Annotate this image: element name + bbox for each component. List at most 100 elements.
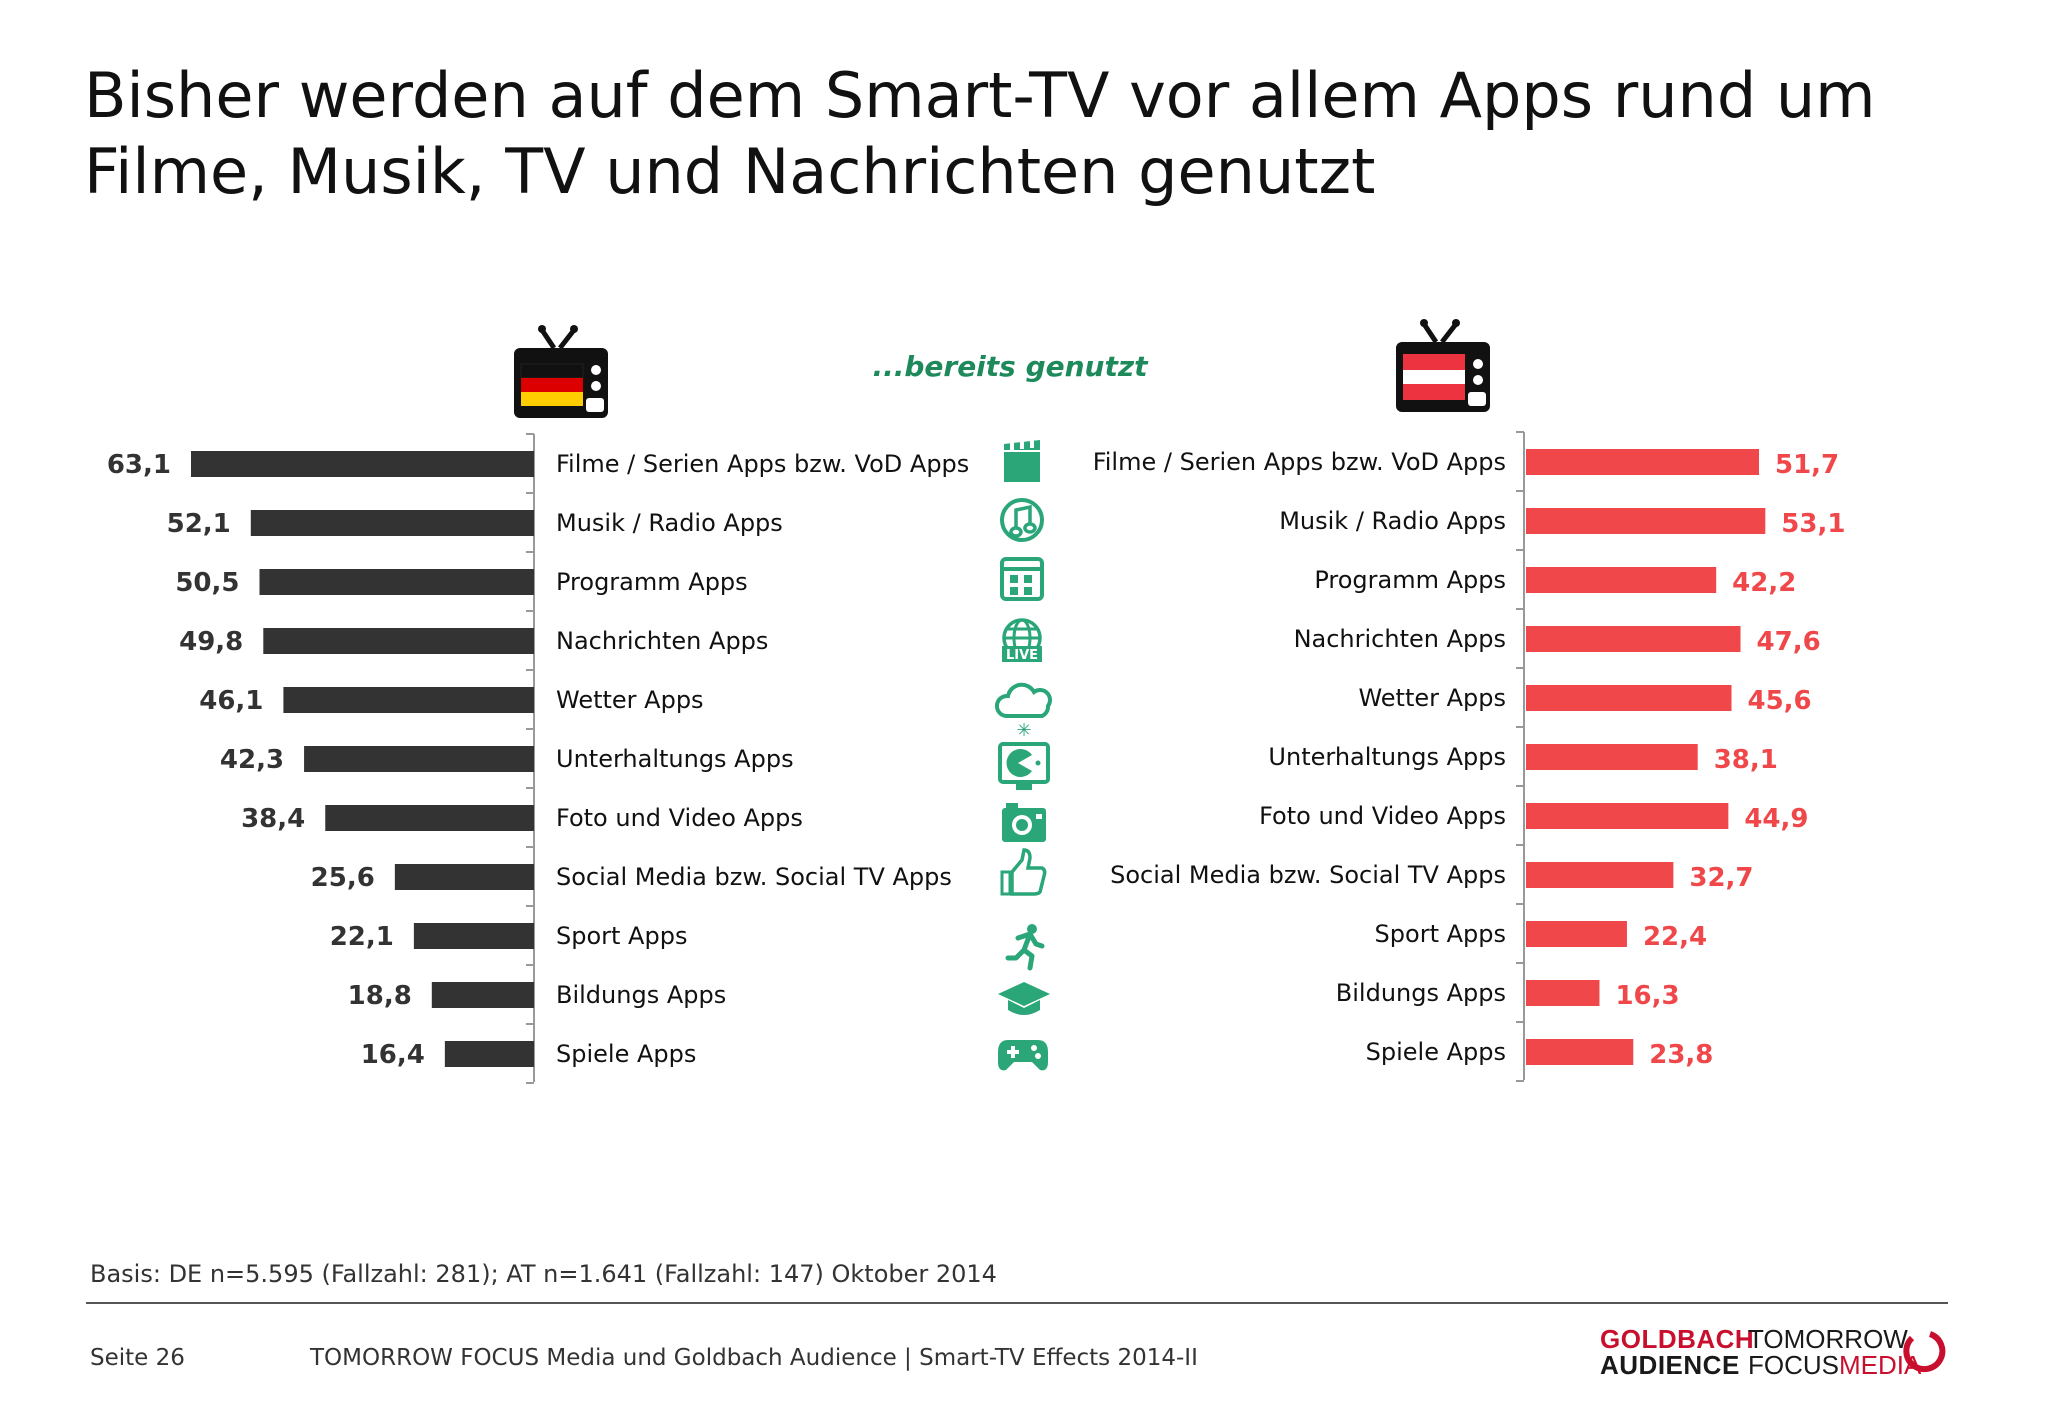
music-note-icon [1000,498,1044,542]
goldbach-audience-logo: GOLDBACH AUDIENCE [1600,1326,1754,1378]
germany-category-label: Wetter Apps [556,686,704,714]
austria-category-label: Social Media bzw. Social TV Apps [1110,861,1506,889]
austria-category-label: Sport Apps [1375,920,1506,948]
austria-bar [1526,744,1698,770]
germany-category-label: Sport Apps [556,922,687,950]
gamepad-icon [998,1040,1048,1071]
austria-bar [1526,921,1627,947]
austria-bar [1526,685,1732,711]
austria-bar [1526,508,1766,534]
germany-bar [325,805,534,831]
germany-bar [394,864,534,890]
germany-bar [263,628,534,654]
germany-value-label: 25,6 [311,863,375,893]
runner-icon [1005,924,1045,971]
austria-value-label: 32,7 [1689,863,1753,893]
austria-bar [1526,567,1717,593]
germany-bar [283,687,534,713]
germany-value-label: 18,8 [348,981,412,1011]
austria-category-label: Bildungs Apps [1336,979,1506,1007]
austria-category-label: Spiele Apps [1366,1038,1506,1066]
austria-bar [1526,862,1674,888]
austria-category-label: Wetter Apps [1358,684,1506,712]
footer-divider [86,1302,1948,1304]
germany-bar [431,982,534,1008]
austria-bar [1526,980,1600,1006]
austria-category-label: Musik / Radio Apps [1279,507,1506,535]
germany-bar [259,569,534,595]
weather-cloud-icon: ✳ [995,682,1052,741]
entertainment-tv-icon [998,742,1050,790]
germany-bar [444,1041,534,1067]
germany-value-label: 38,4 [241,804,305,834]
germany-category-label: Foto und Video Apps [556,804,803,832]
germany-tv-icon [514,325,608,418]
svg-text:LIVE: LIVE [1006,648,1038,663]
page-number: Seite 26 [90,1345,185,1371]
logo-goldbach-line1: GOLDBACH [1600,1324,1755,1354]
germany-value-label: 42,3 [220,745,284,775]
austria-bar [1526,1039,1634,1065]
germany-value-label: 46,1 [199,686,263,716]
austria-value-label: 47,6 [1757,627,1821,657]
austria-category-label: Filme / Serien Apps bzw. VoD Apps [1093,448,1506,476]
logo-tfm-line2: FOCUSMEDIA [1748,1350,1922,1380]
germany-category-label: Spiele Apps [556,1040,696,1068]
germany-bar [304,746,534,772]
logo-goldbach-line2: AUDIENCE [1600,1350,1740,1380]
austria-category-label: Nachrichten Apps [1294,625,1506,653]
germany-category-label: Unterhaltungs Apps [556,745,794,773]
austria-value-label: 53,1 [1781,509,1845,539]
germany-value-label: 50,5 [175,568,239,598]
austria-category-label: Unterhaltungs Apps [1268,743,1506,771]
live-globe-icon: LIVE [1002,618,1042,663]
tomorrow-focus-media-logo: TOMORROW FOCUSMEDIA [1748,1326,1921,1378]
germany-bar [250,510,534,536]
germany-category-label: Nachrichten Apps [556,627,768,655]
austria-bar [1526,803,1729,829]
austria-bar [1526,626,1741,652]
logo-tfm-line1: TOMORROW [1748,1324,1908,1354]
camera-icon [1002,803,1046,842]
germany-category-label: Filme / Serien Apps bzw. VoD Apps [556,450,969,478]
graduation-cap-icon [998,982,1050,1015]
germany-category-label: Musik / Radio Apps [556,509,783,537]
austria-bar [1526,449,1759,475]
svg-text:✳: ✳ [1016,720,1031,741]
clapperboard-icon [1004,440,1040,482]
germany-value-label: 52,1 [167,509,231,539]
austria-tv-icon [1396,319,1490,412]
austria-value-label: 22,4 [1643,922,1707,952]
program-grid-icon [1000,557,1044,601]
page-title: Bisher werden auf dem Smart-TV vor allem… [84,58,1984,210]
austria-category-label: Foto und Video Apps [1259,802,1506,830]
germany-category-label: Bildungs Apps [556,981,726,1009]
austria-series: 51,7 53,1 42,2 47,6 45,6 38,1 44,9 32,7 22,4 16,3… [1526,449,1845,1070]
thumbs-up-icon [1000,848,1047,896]
footer-source: TOMORROW FOCUS Media und Goldbach Audien… [310,1345,1198,1371]
germany-value-label: 49,8 [179,627,243,657]
germany-value-label: 22,1 [330,922,394,952]
germany-bar [191,451,534,477]
austria-value-label: 45,6 [1748,686,1812,716]
austria-category-labels: Filme / Serien Apps bzw. VoD Apps Musik /… [1093,448,1506,1066]
title-line-1: Bisher werden auf dem Smart-TV vor allem… [84,59,1876,132]
chart-subtitle: ...bereits genutzt [872,350,1148,383]
austria-category-label: Programm Apps [1314,566,1506,594]
germany-category-label: Social Media bzw. Social TV Apps [556,863,952,891]
austria-value-label: 16,3 [1615,981,1679,1011]
austria-value-label: 38,1 [1714,745,1778,775]
austria-axis [1516,431,1525,1082]
germany-category-label: Programm Apps [556,568,748,596]
austria-value-label: 42,2 [1732,568,1796,598]
germany-series: 63,1 52,1 50,5 49,8 46,1 42,3 38,425,6 22,1 18,8… [107,450,534,1070]
germany-value-label: 16,4 [361,1040,425,1070]
tfm-ring-icon [1903,1331,1946,1373]
germany-bar [413,923,534,949]
germany-category-labels: Filme / Serien Apps bzw. VoD Apps Musik /… [556,450,969,1068]
germany-value-label: 63,1 [107,450,171,480]
austria-value-label: 23,8 [1649,1040,1713,1070]
austria-value-label: 44,9 [1744,804,1808,834]
austria-value-label: 51,7 [1775,450,1839,480]
